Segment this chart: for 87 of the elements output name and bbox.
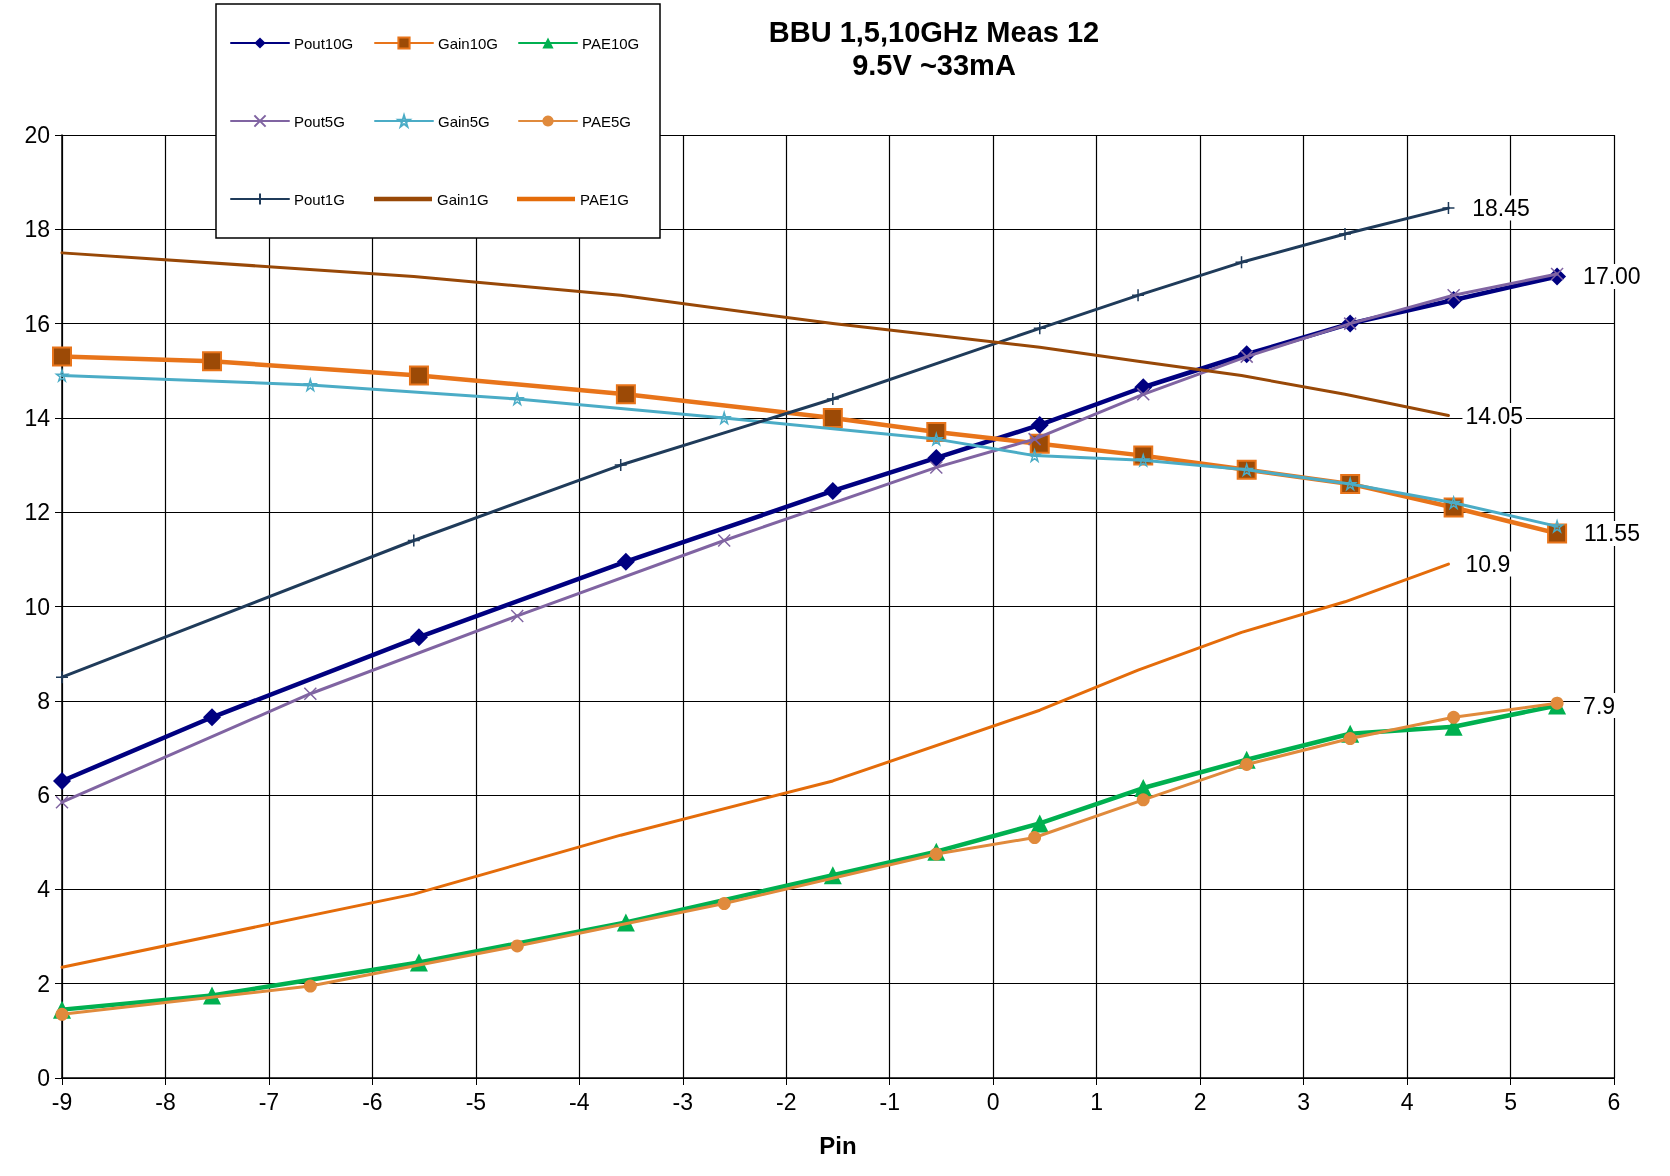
point [615,384,636,405]
chart-subtitle: 9.5V ~33mA [852,48,1016,81]
legend-label: PAE5G [582,112,631,130]
y-tick-label: 14 [24,404,51,431]
legend-label: Gain10G [438,34,499,52]
x-tick-label: 5 [1504,1088,1517,1115]
x-tick-label: -2 [776,1088,797,1115]
x-tick-label: -5 [465,1088,487,1115]
point [616,552,635,571]
point [1131,288,1145,303]
x-tick-label: -9 [51,1088,73,1115]
point [613,458,628,472]
x-tick-label: -7 [258,1088,280,1115]
x-tick-label: 1 [1090,1088,1104,1115]
data-label: 14.05 [1465,402,1524,429]
point [203,708,222,727]
point [717,533,731,548]
legend-label: Gain1G [437,190,489,208]
legend-label: Pout10G [294,34,354,52]
point [927,448,946,467]
x-tick-label: -4 [569,1088,590,1115]
line-series [60,562,1450,969]
point [1030,814,1049,833]
y-tick-label: 2 [37,970,50,997]
x-axis-title: Pin [819,1131,857,1159]
x-tick-label: 3 [1297,1088,1310,1115]
point [1033,321,1047,336]
x-tick-label: 6 [1607,1088,1621,1115]
point [55,369,69,382]
data-label: 10.9 [1465,551,1511,578]
y-tick-label: 6 [37,782,50,809]
point [1136,793,1150,807]
chart-title: BBU 1,5,10GHz Meas 12 [768,15,1100,48]
data-label: 7.9 [1583,692,1616,719]
point [511,392,524,406]
legend-label: Pout5G [294,112,345,130]
point [822,407,843,428]
y-tick-label: 16 [24,310,50,337]
y-tick-label: 18 [24,216,50,243]
data-label: 17.00 [1583,263,1641,290]
point [1030,415,1049,434]
point [303,979,317,993]
point [1338,227,1352,241]
point [823,481,842,500]
legend-label: Gain5G [438,112,490,130]
x-tick-label: -1 [879,1088,900,1115]
data-label: 11.55 [1584,520,1640,547]
point [1447,710,1461,724]
y-tick-label: 0 [37,1065,50,1091]
y-tick-label: 20 [24,122,50,148]
y-tick-label: 10 [24,593,50,620]
x-tick-label: -6 [362,1088,383,1115]
x-tick-label: -3 [672,1088,694,1115]
point [717,897,731,911]
data-label: 18.45 [1472,195,1530,222]
point [202,351,223,372]
point [55,670,69,684]
point [1028,831,1042,845]
legend-label: PAE1G [580,190,629,208]
point [1136,387,1150,402]
point [1446,288,1461,303]
point [53,771,71,790]
y-tick-label: 12 [24,499,50,526]
legend-label: PAE10G [582,34,640,52]
point [407,533,421,548]
point [409,628,428,647]
point [1441,201,1456,215]
point [303,686,318,701]
x-tick-label: 2 [1193,1088,1207,1115]
point [717,411,731,425]
x-tick-label: -8 [155,1088,176,1115]
point [1234,255,1249,270]
point [826,392,840,406]
line-series [60,251,1450,418]
y-tick-label: 8 [37,687,50,714]
point [408,365,429,386]
x-tick-label: 4 [1400,1088,1414,1115]
point [1239,349,1254,364]
point [52,346,72,367]
y-tick-label: 4 [37,876,51,903]
point [304,378,317,392]
point [929,460,944,475]
point [55,1007,69,1021]
point [510,609,524,623]
point [510,939,524,953]
x-tick-label: 0 [986,1088,1000,1115]
legend-label: Pout1G [294,190,345,208]
